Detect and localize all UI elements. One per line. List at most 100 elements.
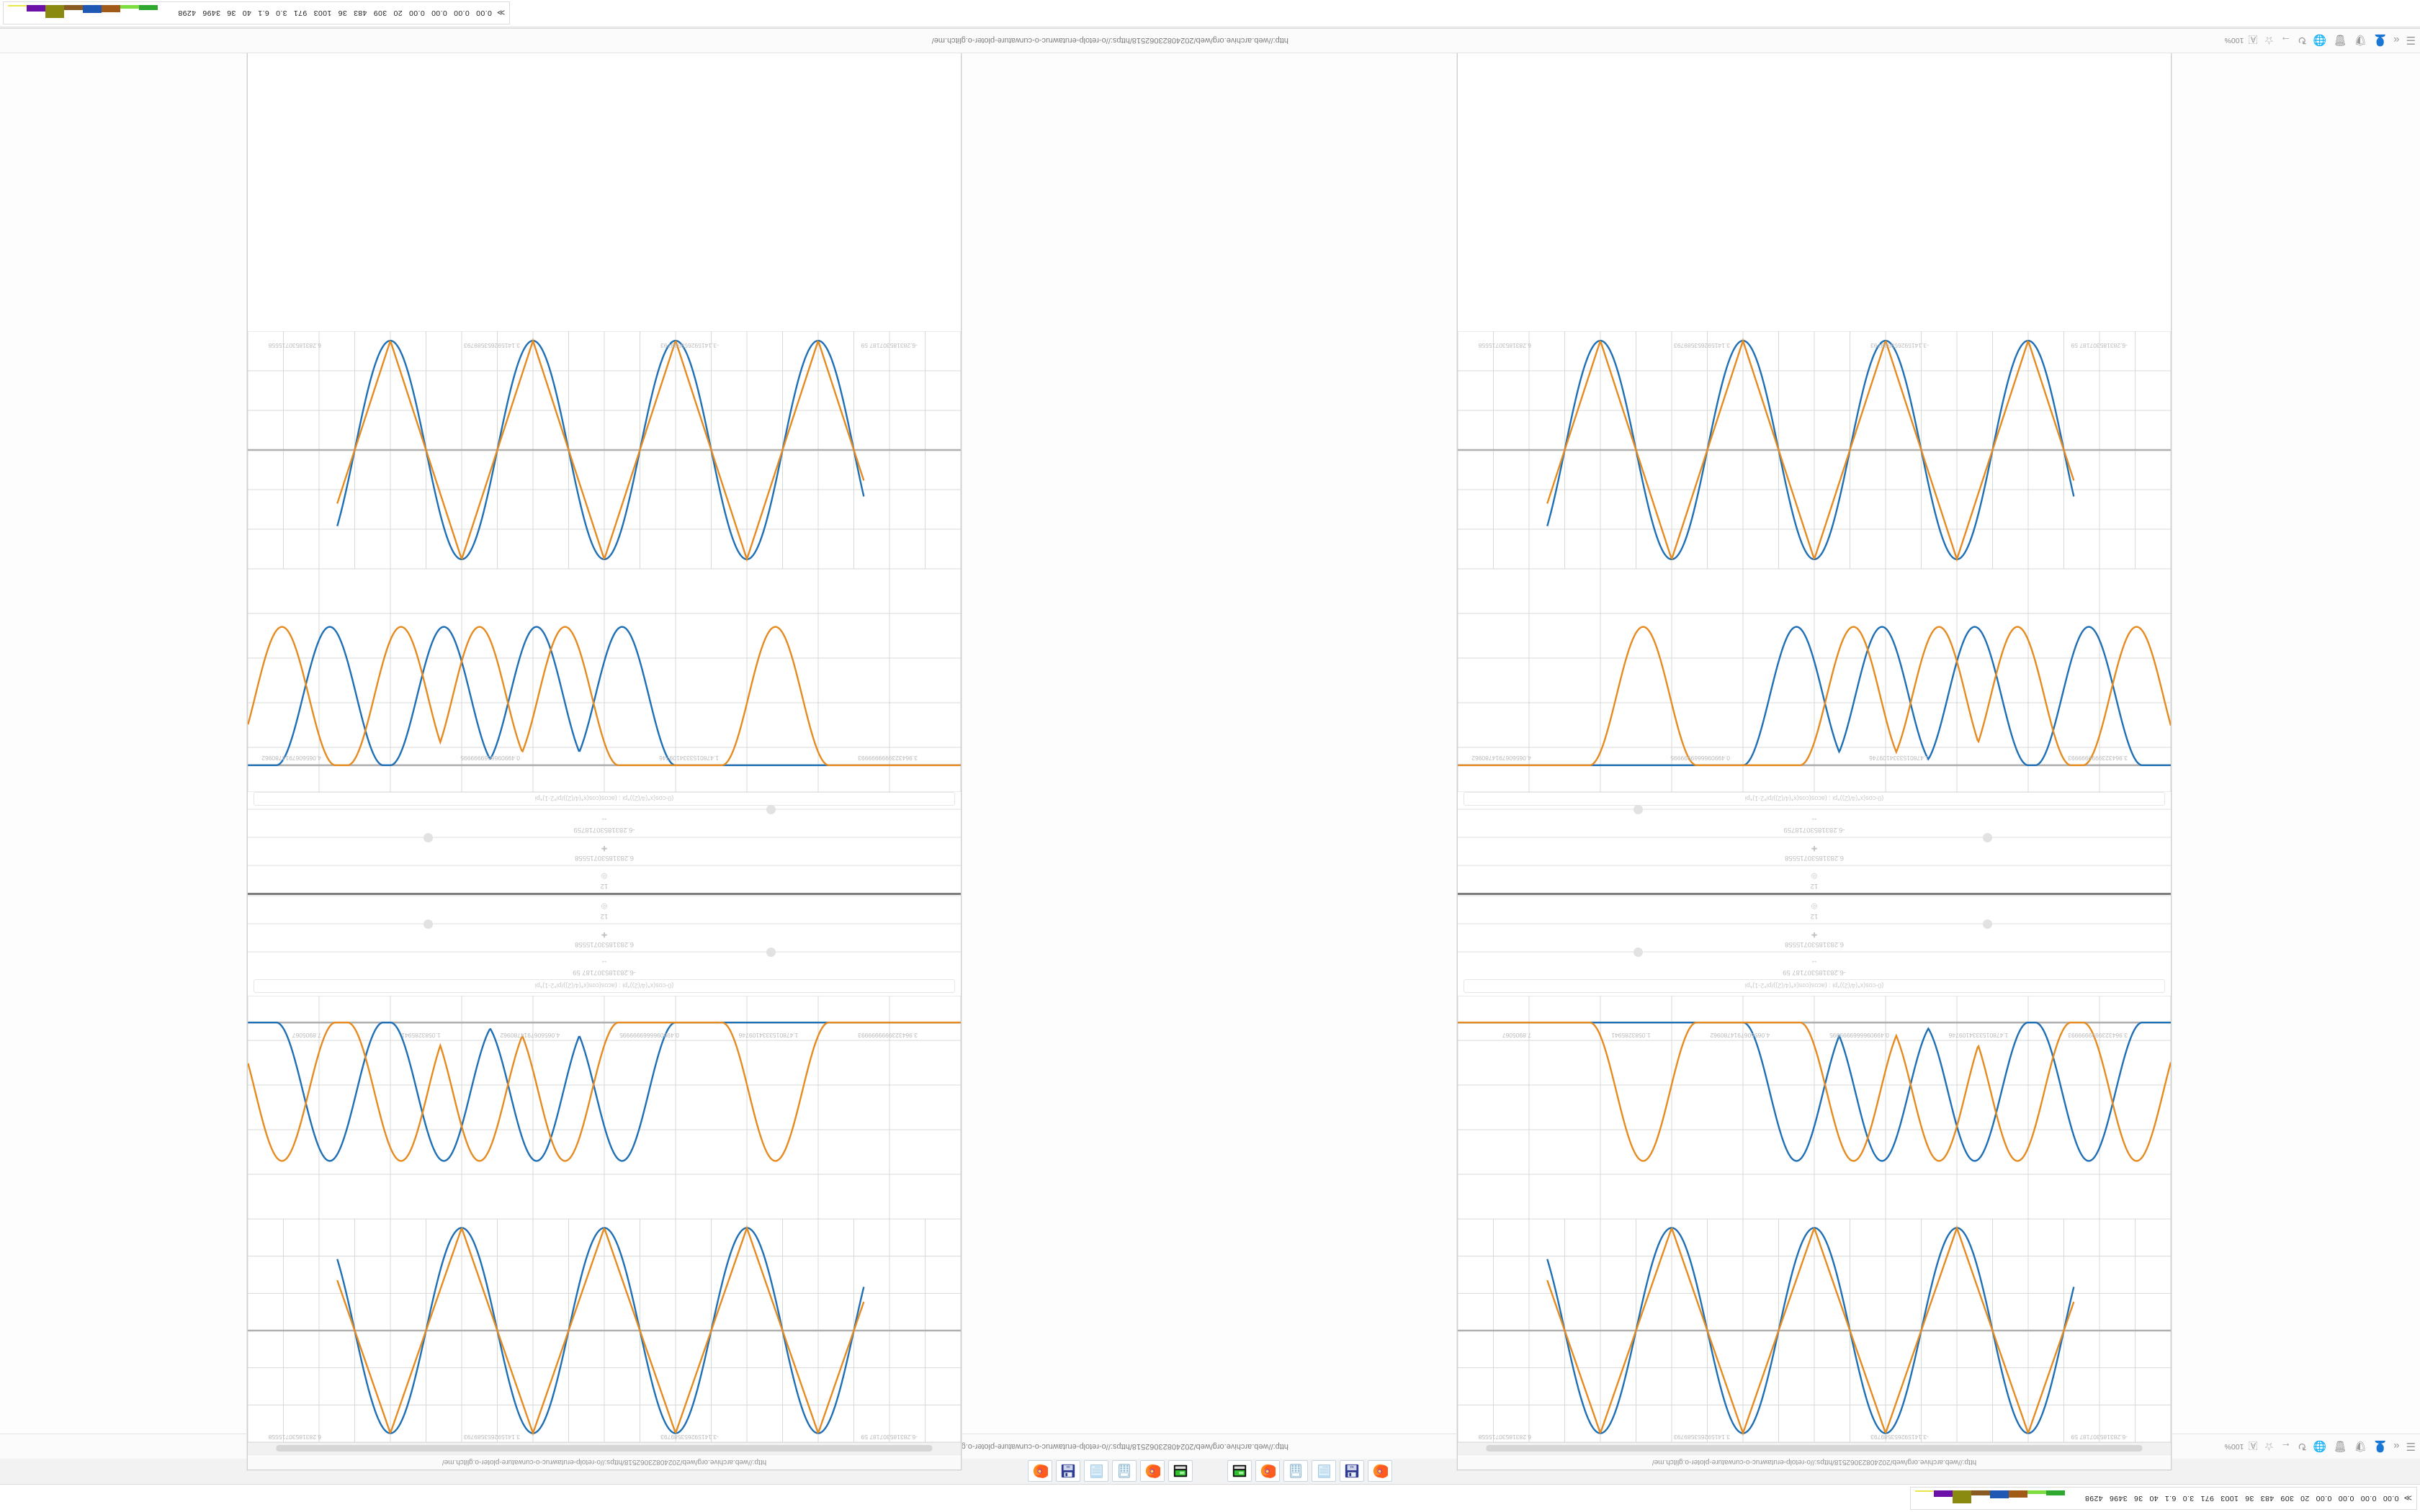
control-row-range-min-mirror[interactable]: 6.28318530715558 ✚ — [1458, 833, 2171, 865]
control-row-range-min[interactable]: 6.28318530715558 ✚ — [248, 919, 961, 951]
trash-icon[interactable]: 🗑 — [2333, 1440, 2347, 1453]
taskbar-app-disk-utility[interactable] — [1168, 1460, 1193, 1482]
taskbar-app-calculator[interactable] — [1112, 1460, 1137, 1482]
axis-annotation: 1.4780153334109746 — [738, 1032, 799, 1039]
slider-track-range-max[interactable] — [1458, 952, 2171, 953]
control-row-samples[interactable]: 12 ◎ — [248, 895, 961, 923]
translate-icon[interactable]: 🇦 — [2248, 1440, 2258, 1453]
menu-icon[interactable]: ☰ — [2406, 34, 2416, 47]
sysmon-value: 3496 — [202, 9, 220, 17]
translate-icon[interactable]: 🇦 — [2248, 34, 2258, 47]
control-value-samples-mirror: 12 — [1810, 882, 1819, 890]
resize-horizontal-icon: ↔ — [1811, 958, 1818, 966]
bookmark-star-icon[interactable]: ☆ — [2264, 34, 2275, 47]
slider-controls: -6.283185307187 59 ↔ 6.28318530715558 ✚ 12 ◎ 1… — [248, 805, 961, 979]
taskbar-app-firefox-2[interactable] — [1140, 1460, 1165, 1482]
slider-knob-range-max-mirror[interactable] — [766, 805, 776, 814]
zoom-level-label-bottom[interactable]: 100% — [2224, 36, 2244, 45]
shield-icon[interactable]: 🛡 — [2353, 34, 2367, 47]
sysmon-value: 483 — [2260, 1494, 2275, 1503]
trash-icon[interactable]: 🗑 — [2333, 34, 2347, 47]
slider-track-samples-mirror[interactable] — [248, 865, 961, 866]
sysmon-value: 0.00 — [2316, 1494, 2332, 1503]
taskbar-app-firefox-2[interactable] — [1255, 1460, 1280, 1482]
formula-input-bottom[interactable]: (0-cos(x*(4/(2))*pi : (acos(cos(x*(4/(2)… — [1464, 792, 2165, 806]
chart-chart-3-bump-bottom: 3.9643239999999993 1.4780153334109746 0.49… — [248, 569, 961, 792]
sysmon-value: 40 — [2149, 1494, 2159, 1503]
control-row-range-max-mirror[interactable]: -6.28318530718759 ↔ — [248, 805, 961, 837]
taskbar-app-disk-utility[interactable] — [1227, 1460, 1252, 1482]
address-bar-bottom[interactable]: http://web.archive.org/web/2024082306251… — [931, 36, 1289, 45]
taskbar-app-text-editor[interactable] — [1312, 1460, 1336, 1482]
sysmon-value: 1003 — [2220, 1494, 2238, 1503]
tab-active-left[interactable] — [1486, 1445, 2143, 1452]
menu-icon[interactable]: ☰ — [2406, 1440, 2416, 1453]
control-row-range-max[interactable]: -6.283185307187 59 ↔ — [1458, 948, 2171, 979]
formula-text-bottom: (0-cos(x*(4/(2))*pi : (acos(cos(x*(4/(2)… — [1744, 795, 1884, 803]
forward-arrow-icon[interactable]: → — [2280, 34, 2292, 47]
bar-temp-yellow — [1914, 1490, 1934, 1492]
zoom-level-label[interactable]: 100% — [2224, 1442, 2244, 1451]
tab-strip-right[interactable] — [248, 1442, 961, 1454]
sysmon-value: 20 — [393, 9, 403, 17]
back-arrow-icon[interactable]: ← — [2280, 1440, 2292, 1453]
axis-annotation: 4.0656067914780962 — [261, 755, 321, 762]
control-row-range-max-mirror[interactable]: -6.28318530718759 ↔ — [1458, 805, 2171, 837]
axis-annotation: 3.141592653589793 — [1674, 342, 1730, 349]
globe-icon[interactable]: 🌐 — [2313, 1440, 2327, 1453]
taskbar-app-save-floppy-64[interactable]: 64 — [1340, 1460, 1364, 1482]
system-monitor-readout[interactable]: ≫ 0.00 0.00 0.00 0.00 20 309 483 36 1003 971 3.0 6.… — [1909, 1487, 2417, 1510]
sysmon-value: 0.00 — [475, 9, 492, 17]
control-row-samples-mirror[interactable]: 12 ◎ — [248, 865, 961, 893]
chevron-double-icon[interactable]: ≫ — [496, 8, 506, 17]
axis-annotation: 3.9643239999999993 — [858, 755, 918, 762]
axis-annotation: 0.4990966669999995 — [619, 1032, 679, 1039]
control-row-range-max[interactable]: -6.283185307187 59 ↔ — [248, 948, 961, 979]
bookmark-star-icon[interactable]: ☆ — [2264, 1440, 2275, 1453]
slider-knob-range-max-mirror[interactable] — [1634, 805, 1644, 814]
move-icon: ✚ — [601, 930, 608, 938]
window-titlebar-left[interactable]: http://web.archive.org/web/2024082306251… — [1458, 1454, 2171, 1470]
account-icon[interactable]: 👤 — [2373, 1440, 2388, 1453]
formula-text-top: (0-cos(x*(4/(2))*pi : (acos(cos(x*(4/(2)… — [1744, 982, 1884, 990]
taskbar-app-row-top: 64 64 — [0, 1458, 2420, 1484]
formula-input-bottom[interactable]: (0-cos(x*(4/(2))*pi : (acos(cos(x*(4/(2)… — [254, 792, 955, 806]
slider-track-range-max[interactable] — [248, 952, 961, 953]
window-titlebar-right[interactable]: http://web.archive.org/web/2024082306251… — [248, 1454, 961, 1470]
browser-window-left[interactable]: http://web.archive.org/web/2024082306251… — [1457, 40, 2172, 1470]
control-row-samples-mirror[interactable]: 12 ◎ — [1458, 865, 2171, 893]
slider-track-range-max-mirror[interactable] — [1458, 809, 2171, 810]
axis-annotation: 3.9643239999999993 — [2068, 1032, 2128, 1039]
overflow-icon[interactable]: « — [2393, 34, 2400, 47]
slider-track-range-min-mirror[interactable] — [1458, 837, 2171, 838]
sysmon-value: 971 — [2200, 1494, 2214, 1503]
reload-icon[interactable]: ↻ — [2298, 1440, 2307, 1453]
slider-track-samples-mirror[interactable] — [1458, 865, 2171, 866]
slider-track-range-min-mirror[interactable] — [248, 837, 961, 838]
shield-icon[interactable]: 🛡 — [2353, 1440, 2367, 1453]
control-value-range-max: -6.283185307187 59 — [1783, 968, 1846, 976]
overflow-icon[interactable]: « — [2393, 1440, 2400, 1453]
taskbar-app-firefox[interactable] — [1368, 1460, 1392, 1482]
slider-track-range-max-mirror[interactable] — [248, 809, 961, 810]
chevron-double-icon[interactable]: ≫ — [2403, 1493, 2412, 1503]
taskbar-app-firefox[interactable] — [1028, 1460, 1052, 1482]
taskbar-app-save-floppy-64[interactable]: 64 — [1056, 1460, 1080, 1482]
formula-input-top[interactable]: (0-cos(x*(4/(2))*pi : (acos(cos(x*(4/(2)… — [254, 979, 955, 993]
formula-input-top[interactable]: (0-cos(x*(4/(2))*pi : (acos(cos(x*(4/(2)… — [1464, 979, 2165, 993]
globe-icon[interactable]: 🌐 — [2313, 34, 2327, 47]
tab-active-right[interactable] — [276, 1445, 933, 1452]
control-row-samples[interactable]: 12 ◎ — [1458, 895, 2171, 923]
control-row-range-min-mirror[interactable]: 6.28318530715558 ✚ — [248, 833, 961, 865]
tab-strip-left[interactable] — [1458, 1442, 2171, 1454]
reload-icon[interactable]: ↻ — [2298, 34, 2307, 47]
taskbar-app-calculator[interactable] — [1283, 1460, 1308, 1482]
axis-annotation: 1.4780153334109746 — [1869, 755, 1929, 762]
control-row-range-min[interactable]: 6.28318530715558 ✚ — [1458, 919, 2171, 951]
account-icon[interactable]: 👤 — [2373, 34, 2388, 47]
bar-io-brown — [1971, 1490, 1990, 1495]
browser-window-right[interactable]: http://web.archive.org/web/2024082306251… — [247, 40, 962, 1470]
taskbar-app-text-editor[interactable] — [1084, 1460, 1108, 1482]
system-monitor-readout-bottom[interactable]: ≫ 0.00 0.00 0.00 0.00 20 309 483 36 1003 971 3.0 6.… — [3, 1, 511, 24]
